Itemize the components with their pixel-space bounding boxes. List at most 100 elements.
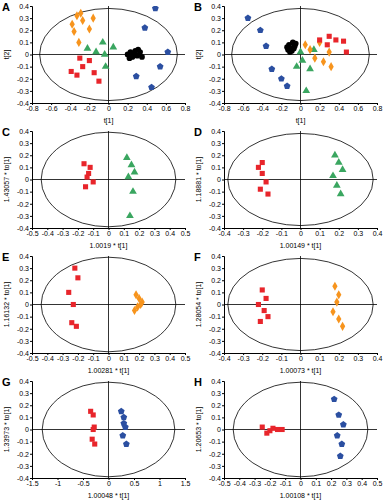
plot-area: [232, 8, 370, 100]
tick: 0.3: [19, 140, 32, 147]
point: [71, 27, 76, 36]
tick-mark: [30, 204, 32, 205]
tick: 0.3: [19, 15, 32, 22]
point: [141, 24, 148, 30]
tick-label: -0.1: [280, 480, 292, 487]
tick: -0.4: [209, 100, 224, 107]
tick-label: 0: [299, 105, 303, 112]
point: [129, 187, 137, 194]
tick-mark: [222, 478, 224, 479]
series: [303, 38, 334, 71]
tick-label: 0.3: [150, 355, 160, 362]
tick: 0.8: [373, 103, 383, 112]
y-axis: -0.4-0.3-0.2-0.100.10.20.30.4: [17, 3, 33, 107]
confidence-ellipse: [41, 257, 176, 352]
tick-mark: [222, 30, 224, 31]
point: [337, 453, 344, 459]
tick-label: 0: [299, 480, 303, 487]
tick-label: -0.2: [17, 75, 29, 82]
tick-label: 0.1: [19, 414, 29, 421]
tick-label: -0.4: [17, 225, 29, 232]
tick: 0.3: [354, 353, 364, 362]
tick-label: 0: [25, 301, 29, 308]
tick-label: -0.6: [46, 105, 58, 112]
point: [102, 62, 110, 69]
tick-label: -0.3: [209, 88, 221, 95]
axis-line: [30, 132, 33, 229]
panel: -0.5-0.4-0.3-0.2-0.100.10.20.30.40.5-0.4…: [2, 251, 190, 375]
tick-label: -0.2: [209, 325, 221, 332]
x-axis-title: t[1]: [104, 117, 114, 125]
point: [120, 414, 127, 420]
tick-label: 0.5: [373, 480, 383, 487]
tick-label: 0.8: [373, 105, 383, 112]
tick-label: 0: [107, 230, 111, 237]
tick-label: 0.2: [135, 355, 145, 362]
series: [260, 425, 285, 436]
zero-line: [300, 381, 301, 478]
point: [327, 34, 332, 39]
tick: -0.5: [77, 478, 89, 487]
tick-label: 0.2: [19, 402, 29, 409]
tick-label: -0.1: [17, 438, 29, 445]
point: [69, 69, 74, 74]
tick-label: -0.3: [17, 213, 29, 220]
confidence-ellipse: [41, 132, 176, 227]
tick-label: 0.2: [327, 480, 337, 487]
tick: 0.2: [123, 103, 133, 112]
tick: 0: [25, 176, 32, 183]
tick-mark: [222, 329, 224, 330]
tick-mark: [30, 143, 32, 144]
y-axis-title: 1.18881 * to[1]: [195, 157, 203, 203]
tick-mark: [222, 405, 224, 406]
tick-mark: [222, 42, 224, 43]
point: [152, 6, 159, 11]
tick-label: 0.3: [150, 230, 160, 237]
tick: 0.3: [19, 265, 32, 272]
point: [80, 64, 85, 69]
tick: 0.6: [162, 103, 172, 112]
tick-label: -0.2: [257, 355, 269, 362]
tick-label: 0.3: [354, 355, 364, 362]
tick: -0.6: [238, 103, 250, 112]
point: [91, 14, 96, 23]
tick-mark: [30, 305, 32, 306]
tick: -0.2: [17, 325, 32, 332]
tick-label: 0.4: [373, 355, 383, 362]
tick-label: -0.4: [209, 225, 221, 232]
tick: 0.4: [373, 228, 383, 237]
point: [133, 73, 140, 79]
point: [91, 427, 96, 432]
point: [83, 184, 88, 189]
series: [118, 408, 130, 447]
tick-label: 0.4: [211, 253, 221, 260]
tick: 0: [299, 353, 303, 362]
tick-label: -0.2: [264, 480, 276, 487]
x-axis-title: t[1]: [296, 117, 306, 125]
tick: 0: [299, 478, 303, 487]
tick: 0.1: [211, 289, 224, 296]
tick: -0.3: [17, 463, 32, 470]
series: [329, 151, 346, 197]
x-axis: -1.5-1-0.500.511.5: [26, 478, 190, 487]
series: [70, 9, 96, 47]
tick-label: -0.4: [234, 480, 246, 487]
zero-line: [300, 131, 301, 228]
tick-label: 0.1: [19, 39, 29, 46]
point: [312, 54, 317, 63]
tick-label: 0.2: [211, 277, 221, 284]
y-axis: -0.4-0.3-0.2-0.100.10.20.30.4: [209, 3, 225, 107]
x-axis: -0.5-0.4-0.3-0.2-0.100.10.20.30.40.5: [26, 353, 190, 362]
tick: 0.1: [211, 164, 224, 171]
tick-mark: [30, 466, 32, 467]
tick: -0.4: [17, 225, 32, 232]
tick-mark: [222, 466, 224, 467]
series: [69, 56, 102, 84]
tick: -0.1: [88, 353, 100, 362]
tick: 0.2: [135, 353, 145, 362]
tick-mark: [222, 430, 224, 431]
point: [335, 158, 343, 165]
x-axis: -0.4-0.3-0.2-0.100.10.20.30.4: [218, 353, 382, 362]
tick-label: -0.3: [209, 213, 221, 220]
tick: -0.4: [234, 478, 246, 487]
